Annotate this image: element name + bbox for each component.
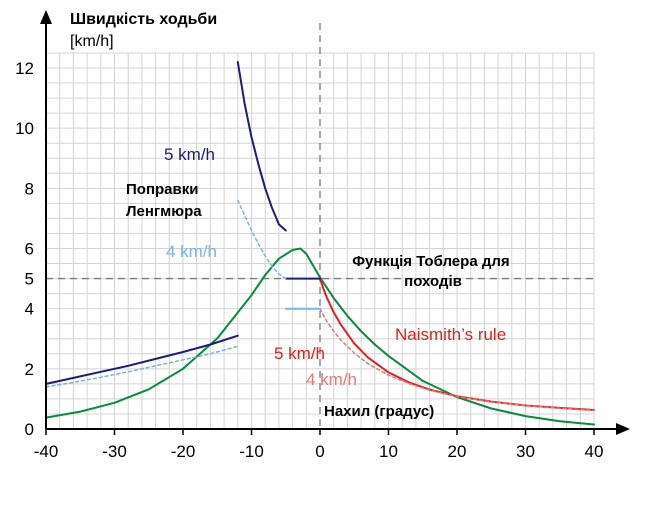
tick-labels: -40 -30 -20 -10 0 10 20 30 40 0 2 4 5 6 8 10 12 bbox=[15, 59, 603, 461]
x-tick-label: -30 bbox=[102, 442, 127, 461]
y-tick-label: 5 bbox=[25, 270, 34, 289]
y-tick-label: 12 bbox=[15, 59, 34, 78]
y-tick-label: 10 bbox=[15, 119, 34, 138]
x-tick-label: 40 bbox=[585, 442, 604, 461]
series-layer bbox=[45, 61, 595, 426]
series-naismith bbox=[319, 277, 595, 411]
naismith-label: Naismith’s rule bbox=[395, 325, 506, 344]
x-tick-label: -40 bbox=[34, 442, 59, 461]
tobler-label: Функція Тоблера для походів bbox=[352, 253, 514, 290]
series-tobler bbox=[45, 247, 595, 426]
x-tick-label: 10 bbox=[379, 442, 398, 461]
y-tick-label: 0 bbox=[25, 420, 34, 439]
x-tick-label: -20 bbox=[171, 442, 196, 461]
series-naismith-4 bbox=[319, 307, 595, 412]
grid bbox=[46, 52, 595, 429]
y-axis-title: Швидкість ходьби bbox=[70, 11, 217, 28]
axes bbox=[40, 10, 630, 435]
langmuir-label: Поправки Ленгмюра bbox=[126, 181, 203, 220]
x-tick-label: -10 bbox=[239, 442, 264, 461]
series-langmuir-4-gentle bbox=[45, 345, 239, 388]
langmuir-5kmh-label: 5 km/h bbox=[164, 145, 215, 164]
series-langmuir-steep bbox=[236, 61, 287, 232]
y-tick-label: 2 bbox=[25, 360, 34, 379]
naismith-5kmh-label: 5 km/h bbox=[274, 344, 325, 363]
x-axis-title: Нахил (градус) bbox=[324, 403, 434, 420]
langmuir-label-line1: Поправки bbox=[126, 181, 198, 198]
langmuir-label-line2: Ленгмюра bbox=[126, 203, 202, 220]
naismith-4kmh-label: 4 km/h bbox=[306, 370, 357, 389]
y-tick-label: 4 bbox=[25, 300, 34, 319]
langmuir-4kmh-label: 4 km/h bbox=[166, 242, 217, 261]
series-langmuir-gentle bbox=[45, 334, 239, 385]
x-tick-label: 0 bbox=[315, 442, 324, 461]
y-tick-label: 6 bbox=[25, 240, 34, 259]
tobler-label-line2: походів bbox=[404, 273, 462, 290]
x-tick-label: 20 bbox=[448, 442, 467, 461]
tobler-label-line1: Функція Тоблера для bbox=[352, 253, 509, 270]
y-tick-label: 8 bbox=[25, 179, 34, 198]
y-axis-unit: [km/h] bbox=[70, 33, 114, 50]
x-tick-label: 30 bbox=[516, 442, 535, 461]
reference-lines bbox=[46, 22, 594, 429]
series-langmuir-4-steep bbox=[237, 199, 287, 280]
